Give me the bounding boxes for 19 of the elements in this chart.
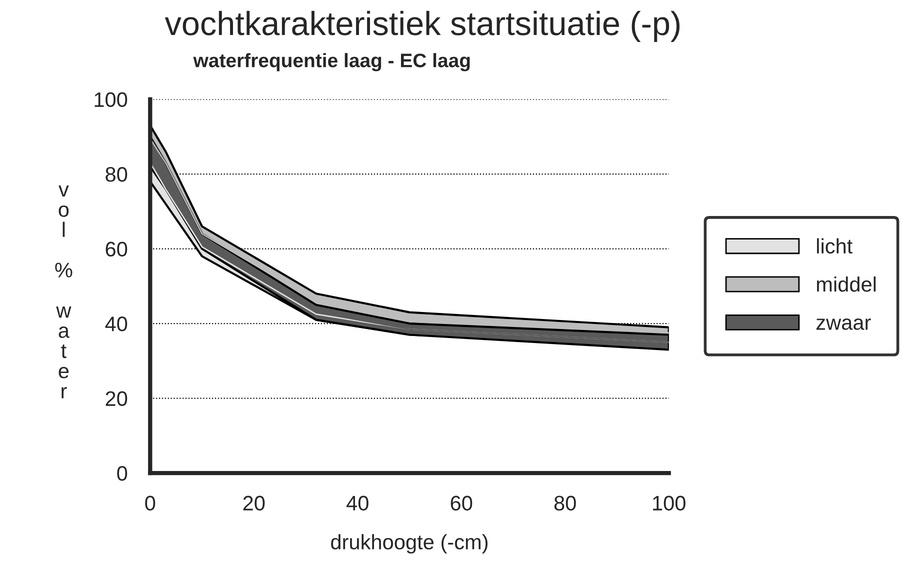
- legend-label: licht: [817, 238, 853, 254]
- x-tick-label: 100: [653, 496, 686, 511]
- x-axis-title: drukhoogte (-cm): [331, 534, 488, 554]
- x-tick-label: 40: [346, 496, 368, 511]
- y-tick-label: 100: [94, 92, 128, 108]
- x-tick-label: 20: [243, 496, 265, 511]
- x-tick-label: 80: [554, 496, 576, 511]
- legend-label: zwaar: [816, 318, 871, 330]
- y-tick-label: 0: [117, 466, 128, 481]
- chart-subtitle: waterfrequentie laag - EC laag: [193, 53, 470, 72]
- y-tick-label: 60: [106, 242, 128, 257]
- y-tick-label: 40: [105, 316, 128, 332]
- text: vol % water: [55, 186, 72, 398]
- x-tick-label: 60: [450, 496, 472, 511]
- x-tick-label: 0: [145, 496, 156, 511]
- chart-title: vochtkarakteristiek startsituatie (-p): [164, 10, 680, 42]
- legend-label: middel: [817, 276, 876, 292]
- y-tick-label: 80: [106, 167, 128, 182]
- y-tick-label: 20: [106, 391, 128, 406]
